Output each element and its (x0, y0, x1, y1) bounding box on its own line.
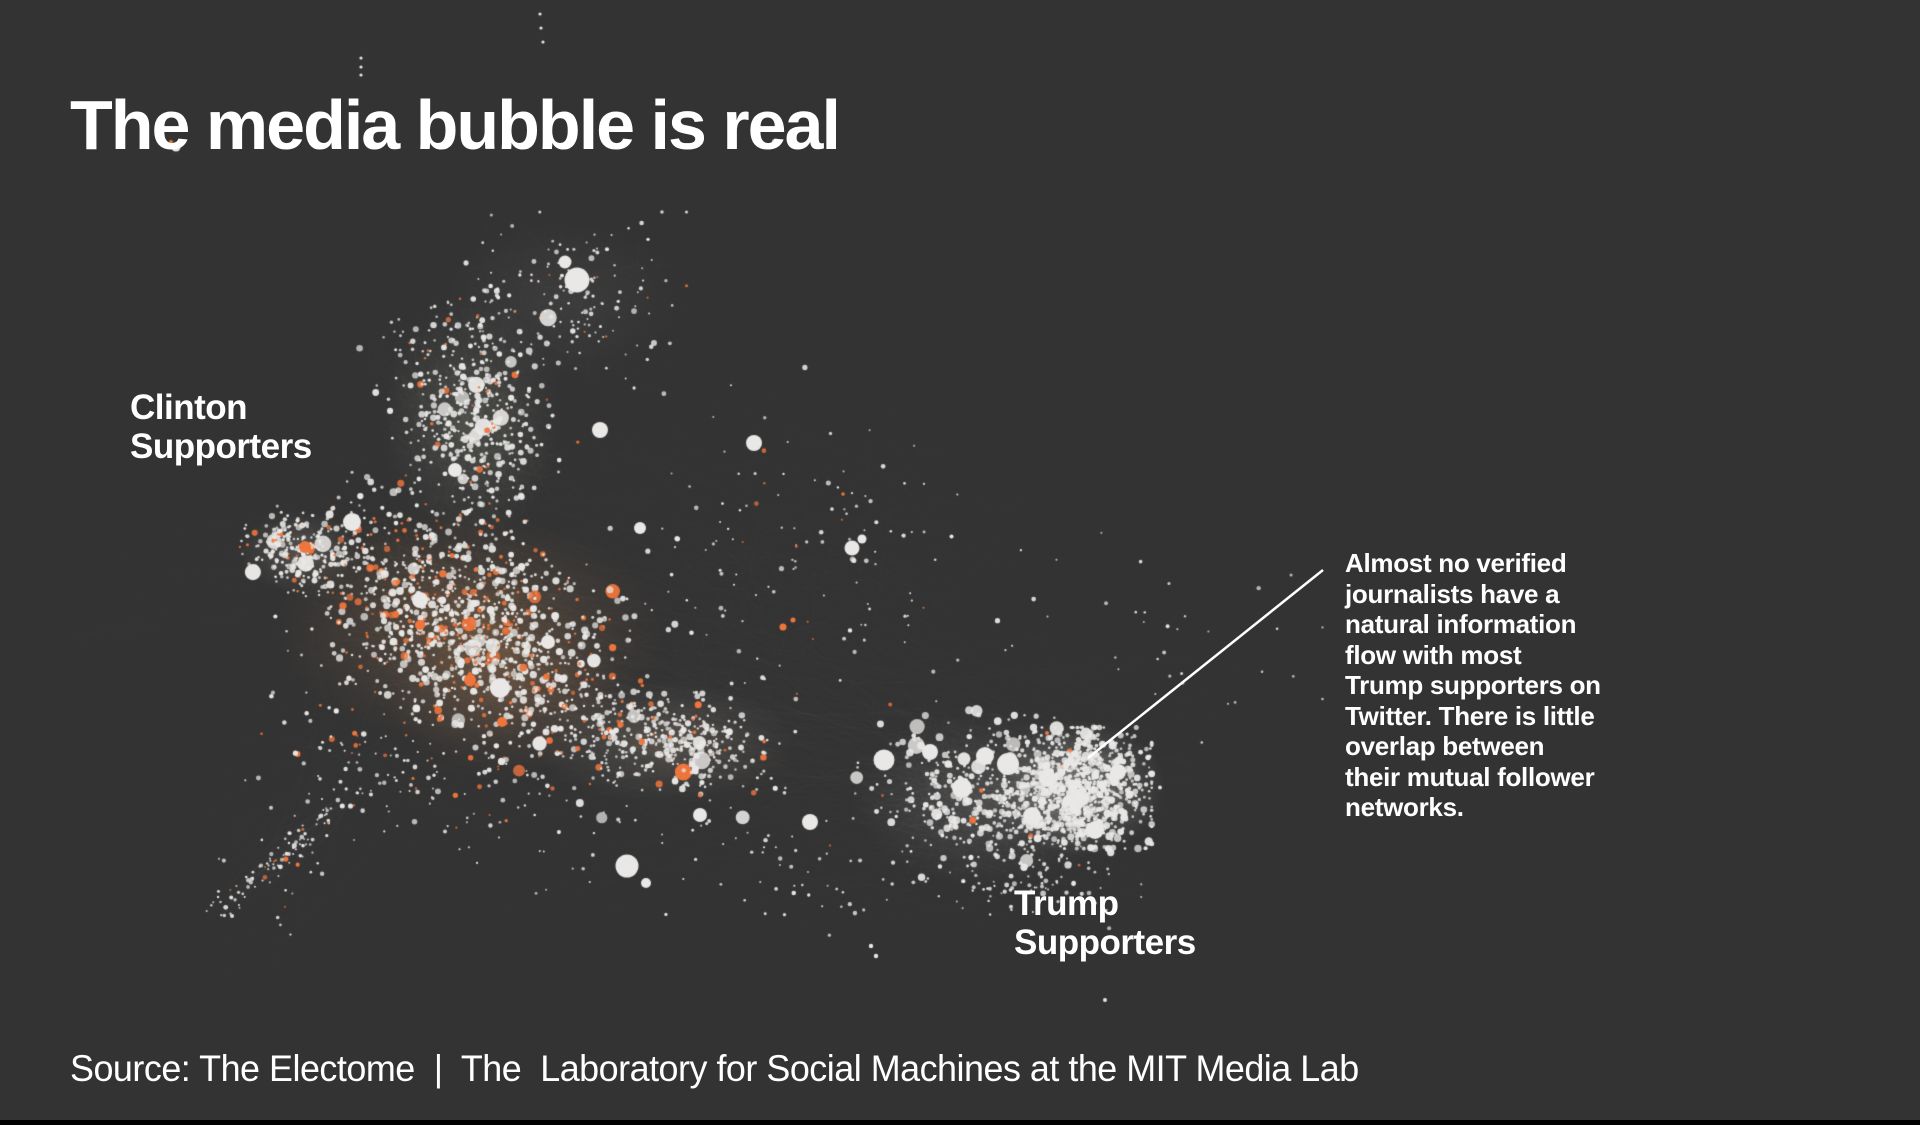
clinton-supporters-label: Clinton Supporters (130, 388, 312, 466)
annotation-text: Almost no verified journalists have a na… (1345, 548, 1601, 822)
trump-supporters-label: Trump Supporters (1014, 884, 1196, 962)
annotation-leader-line (1087, 569, 1324, 759)
source-attribution: Source: The Electome | The Laboratory fo… (70, 1048, 1359, 1089)
page-title: The media bubble is real (70, 85, 841, 164)
bottom-bar (0, 1120, 1920, 1125)
